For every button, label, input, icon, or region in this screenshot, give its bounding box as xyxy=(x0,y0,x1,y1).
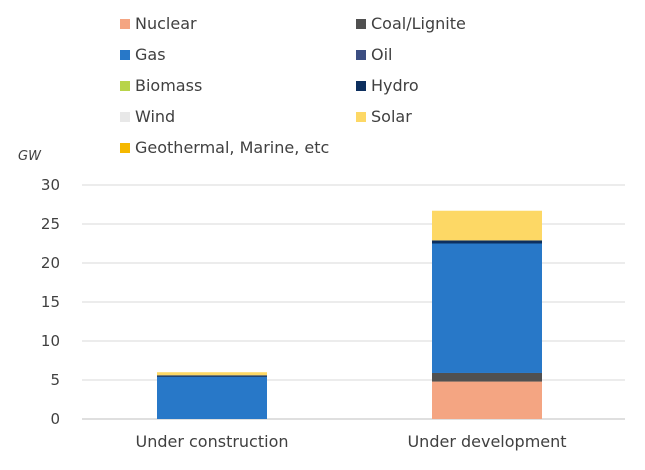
legend-swatch-coal-lignite xyxy=(356,19,366,29)
y-tick-label-10: 10 xyxy=(41,332,60,350)
bar-under-development-hydro xyxy=(432,240,542,244)
legend-swatch-hydro xyxy=(356,81,366,91)
legend-swatch-biomass xyxy=(120,81,130,91)
legend-label-nuclear: Nuclear xyxy=(135,14,197,33)
legend: Nuclear Coal/Lignite Gas Oil Biomass Hydro Win… xyxy=(120,14,466,157)
bar-under-development-coal-lignite xyxy=(432,372,542,382)
bar-under-construction-solar xyxy=(157,372,267,376)
legend-label-hydro: Hydro xyxy=(371,76,419,95)
y-tick-label-30: 30 xyxy=(41,176,60,194)
x-category-label-under-construction: Under construction xyxy=(135,432,288,451)
y-axis-ticks: 0 5 10 15 20 25 30 xyxy=(41,176,60,428)
bar-under-development-gas xyxy=(432,243,542,373)
y-axis-unit-label: GW xyxy=(18,149,42,164)
y-tick-label-0: 0 xyxy=(50,410,60,428)
legend-swatch-nuclear xyxy=(120,19,130,29)
legend-label-gas: Gas xyxy=(135,45,166,64)
bars xyxy=(157,210,542,419)
bar-under-development-solar xyxy=(432,210,542,241)
legend-label-wind: Wind xyxy=(135,107,175,126)
legend-swatch-gas xyxy=(120,50,130,60)
legend-label-biomass: Biomass xyxy=(135,76,202,95)
y-tick-label-20: 20 xyxy=(41,254,60,272)
legend-label-geothermal-marine-etc: Geothermal, Marine, etc xyxy=(135,138,329,157)
legend-swatch-oil xyxy=(356,50,366,60)
legend-swatch-geothermal-marine-etc xyxy=(120,143,130,153)
legend-label-oil: Oil xyxy=(371,45,392,64)
bar-under-construction-hydro xyxy=(157,375,267,377)
bar-under-development-nuclear xyxy=(432,381,542,419)
legend-swatch-wind xyxy=(120,112,130,122)
legend-swatch-solar xyxy=(356,112,366,122)
legend-label-coal-lignite: Coal/Lignite xyxy=(371,14,466,33)
y-tick-label-25: 25 xyxy=(41,215,60,233)
x-category-label-under-development: Under development xyxy=(407,432,566,451)
bar-under-construction-gas xyxy=(157,376,267,419)
x-axis-labels: Under construction Under development xyxy=(135,432,566,451)
legend-label-solar: Solar xyxy=(371,107,412,126)
y-tick-label-5: 5 xyxy=(50,371,60,389)
y-tick-label-15: 15 xyxy=(41,293,60,311)
